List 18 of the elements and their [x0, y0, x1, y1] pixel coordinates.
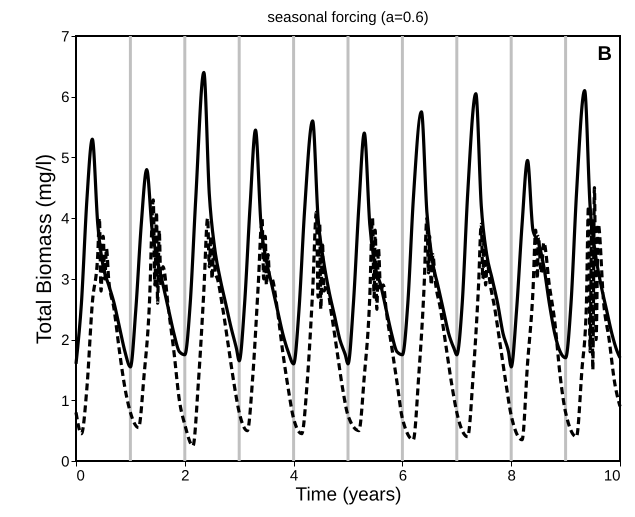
y-tick-label: 5 [61, 150, 70, 167]
y-tick-label: 2 [61, 332, 70, 350]
chart-title: seasonal forcing (a=0.6) [267, 9, 429, 26]
y-tick-label: 0 [61, 454, 70, 470]
x-tick-label: 4 [290, 468, 298, 484]
y-tick-label: 3 [61, 271, 70, 288]
y-tick-label: 6 [61, 89, 70, 106]
x-tick-label: 8 [508, 468, 516, 484]
x-tick-label: 2 [181, 468, 190, 484]
y-tick-label: 7 [61, 28, 70, 46]
x-axis-title: Time (years) [296, 484, 402, 506]
y-tick-label: 1 [61, 392, 70, 410]
y-axis-title: Total Biomass (mg/l) [33, 154, 56, 344]
x-tick-label: 6 [398, 468, 408, 484]
annotation: B [598, 43, 612, 65]
y-tick-label: 4 [61, 210, 70, 228]
x-tick-label: 10 [604, 468, 620, 484]
x-tick-label: 0 [76, 468, 85, 484]
